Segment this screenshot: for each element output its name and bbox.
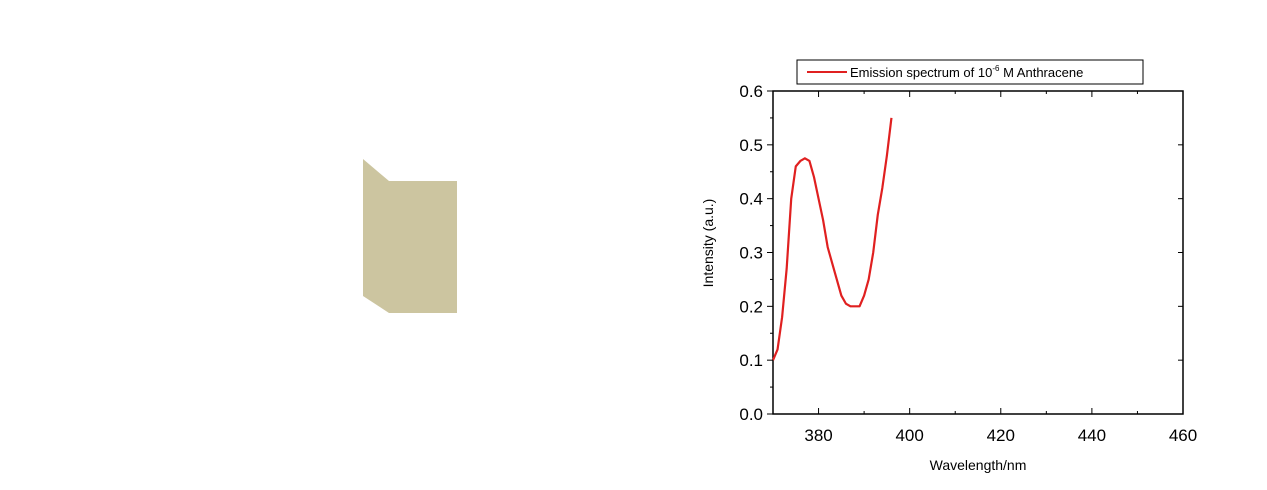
plot-area bbox=[772, 90, 1184, 415]
x-axis-label: Wavelength/nm bbox=[930, 457, 1027, 473]
series-layer bbox=[771, 117, 893, 361]
series-line bbox=[771, 117, 893, 361]
x-tick-label: 380 bbox=[804, 426, 832, 445]
x-tick-label: 420 bbox=[987, 426, 1015, 445]
y-tick-label: 0.4 bbox=[739, 190, 763, 209]
x-axis-ticks: 380 400 420 440 460 bbox=[772, 91, 1197, 445]
y-tick-label: 0.3 bbox=[739, 244, 763, 263]
plot-frame bbox=[772, 90, 1184, 415]
x-tick-label: 440 bbox=[1078, 426, 1106, 445]
y-axis-label: Intensity (a.u.) bbox=[700, 199, 716, 288]
y-tick-label: 0.0 bbox=[739, 405, 763, 424]
legend-box bbox=[796, 59, 1144, 85]
y-tick-label: 0.2 bbox=[739, 297, 763, 316]
x-tick-label: 460 bbox=[1169, 426, 1197, 445]
y-tick-label: 0.1 bbox=[739, 351, 763, 370]
x-tick-label: 400 bbox=[895, 426, 923, 445]
legend: Emission spectrum of 10-6 M Anthracene bbox=[796, 59, 1144, 85]
legend-label: Emission spectrum of 10-6 M Anthracene bbox=[850, 64, 1083, 80]
y-tick-label: 0.6 bbox=[739, 82, 763, 101]
y-axis-ticks: 0.0 0.1 0.2 0.3 0.4 0.5 0.6 bbox=[739, 82, 1183, 424]
y-tick-label: 0.5 bbox=[739, 136, 763, 155]
